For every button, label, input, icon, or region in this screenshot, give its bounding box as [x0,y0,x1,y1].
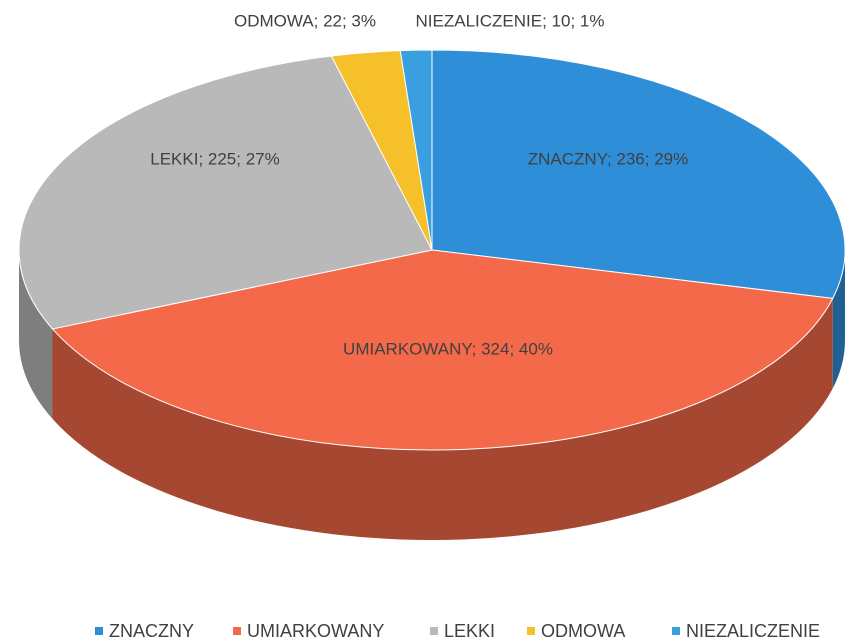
legend-label: NIEZALICZENIE [686,621,820,641]
slice [431,49,846,299]
slice-side [18,250,53,419]
legend-swatch [95,627,103,635]
legend-swatch [527,627,535,635]
data-label: ZNACZNY; 236; 29% [528,149,688,168]
legend-swatch [430,627,438,635]
slice [18,55,433,330]
legend-label: UMIARKOWANY [247,621,384,641]
data-label: NIEZALICZENIE; 10; 1% [416,11,605,30]
slice [51,249,834,451]
data-label: UMIARKOWANY; 324; 40% [343,339,553,358]
slice [399,49,433,251]
data-label: LEKKI; 225; 27% [150,149,279,168]
legend-swatch [233,627,241,635]
legend-label: ZNACZNY [109,621,194,641]
data-label: ODMOWA; 22; 3% [234,11,376,30]
legend-label: LEKKI [444,621,495,641]
legend-label: ODMOWA [541,621,625,641]
slice-side [52,298,833,541]
legend-swatch [672,627,680,635]
slice-side [832,250,845,389]
